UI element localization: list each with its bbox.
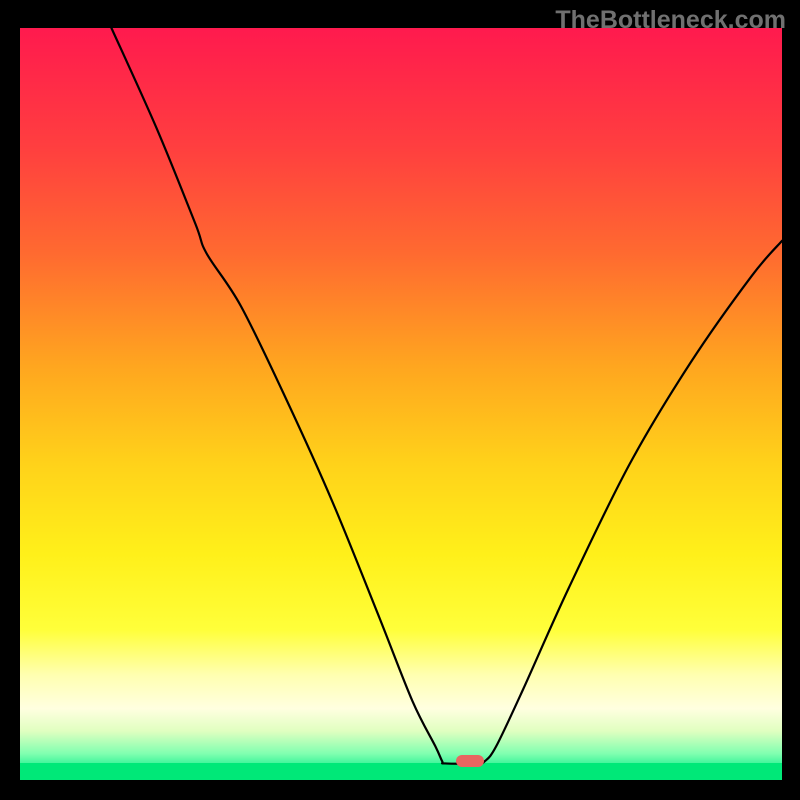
canvas: TheBottleneck.com xyxy=(0,0,800,800)
curve-path xyxy=(111,28,782,764)
bottleneck-marker xyxy=(456,755,484,767)
plot-area xyxy=(20,28,782,780)
curve-svg xyxy=(20,28,782,780)
